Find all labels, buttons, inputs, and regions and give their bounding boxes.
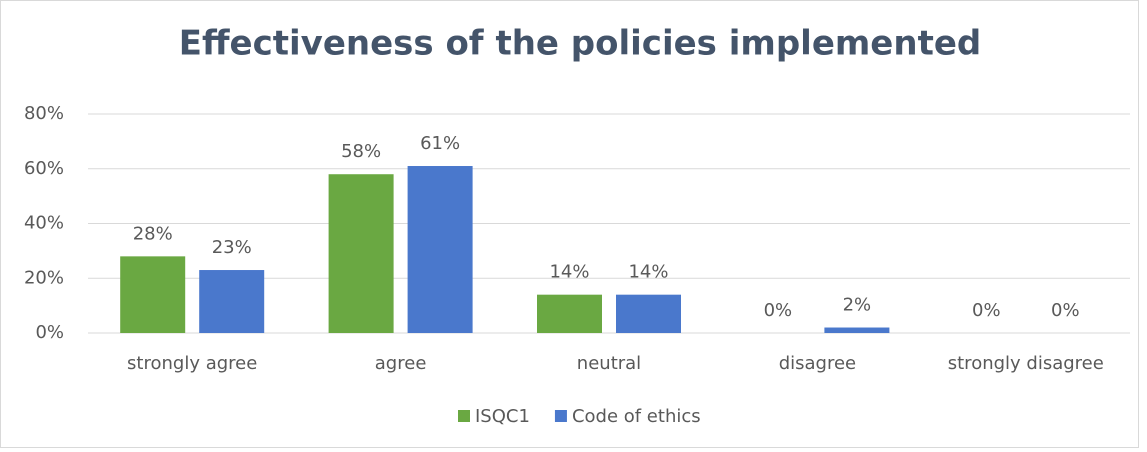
bar — [824, 327, 890, 333]
value-label: 61% — [420, 133, 460, 154]
x-tick-label: agree — [375, 353, 427, 374]
value-label: 0% — [1051, 300, 1080, 321]
y-tick-label: 20% — [24, 267, 64, 288]
value-label: 28% — [133, 223, 173, 244]
value-label: 14% — [628, 262, 668, 283]
x-tick-label: strongly agree — [127, 353, 257, 374]
x-tick-label: strongly disagree — [948, 353, 1104, 374]
bar — [407, 166, 473, 333]
legend-swatch — [458, 410, 470, 422]
y-tick-label: 40% — [24, 213, 64, 234]
bar — [537, 294, 602, 333]
y-tick-label: 80% — [24, 103, 64, 124]
y-tick-label: 60% — [24, 158, 64, 179]
legend-label: Code of ethics — [572, 406, 701, 427]
chart-title: Effectiveness of the policies implemente… — [179, 24, 981, 64]
x-tick-label: neutral — [577, 353, 641, 374]
value-label: 2% — [843, 295, 872, 316]
bar — [616, 294, 681, 333]
value-label: 0% — [764, 300, 793, 321]
value-label: 14% — [549, 262, 589, 283]
bar — [199, 270, 265, 333]
value-label: 0% — [972, 300, 1001, 321]
bar — [328, 174, 394, 333]
legend-label: ISQC1 — [475, 406, 530, 427]
y-tick-label: 0% — [35, 322, 64, 343]
x-tick-label: disagree — [779, 353, 856, 374]
value-label: 58% — [341, 141, 381, 162]
bar — [120, 256, 186, 333]
legend-swatch — [554, 410, 567, 422]
value-label: 23% — [212, 237, 252, 258]
